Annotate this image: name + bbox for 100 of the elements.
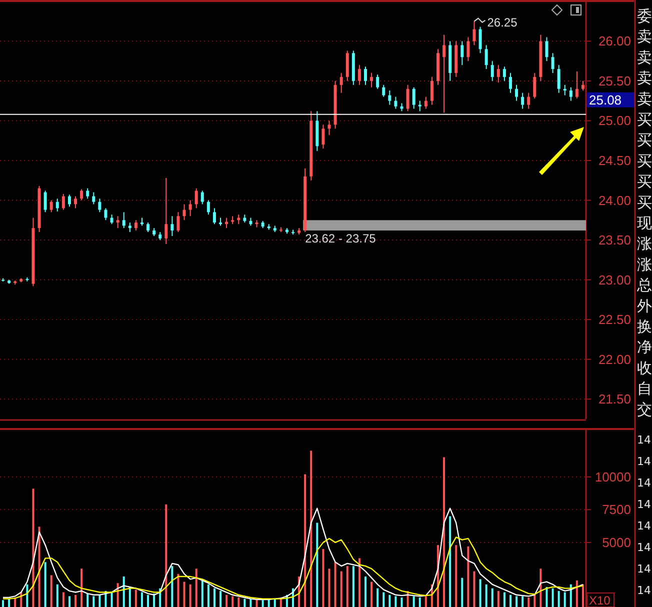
bar [352,566,354,607]
text: 换 [637,318,652,336]
ref-line-label: 25.08 [589,92,622,108]
text: 卖 [637,48,652,66]
bar [455,545,458,607]
bar [44,562,46,607]
text: 现 [637,214,652,232]
bar [110,592,113,607]
bar [461,578,464,607]
text: 委 [637,7,652,25]
y-tick-label: 22.50 [598,312,631,328]
bar [171,566,174,607]
bar [8,598,10,607]
bar [346,566,348,607]
bar [50,575,52,607]
text: 收 [637,358,652,377]
text: 14 [637,434,651,446]
text: 涨 [637,255,652,274]
y-tick-label: 24.50 [598,152,631,168]
bar [516,596,518,607]
text: 自 [637,380,652,398]
bar [582,584,584,607]
bar [382,592,385,607]
bar [316,522,318,607]
bar [220,590,222,607]
bar [189,584,192,607]
text: 涨 [637,234,652,253]
bar [576,580,578,607]
bar [238,598,240,607]
bar [62,592,64,607]
text: 卖 [637,28,652,46]
bar [485,584,488,607]
y-tick-label: 23.00 [598,272,631,288]
text: 交 [637,400,652,418]
bar [322,549,324,607]
bar [177,574,180,607]
text: 买 [637,110,652,128]
bar [98,594,101,607]
y-tick-label: 21.50 [598,392,631,407]
bar [424,596,427,607]
bar [310,450,312,607]
text: 14 [637,476,651,490]
bar [334,562,336,607]
text: 14 [637,498,651,511]
text: 买 [637,131,652,150]
bar [122,576,125,607]
bar [503,592,506,607]
bar [201,579,204,607]
text: 总 [636,276,652,294]
y-tick-label: 25.00 [598,113,631,128]
bar [128,587,131,607]
bar [226,594,228,607]
bar [340,571,342,607]
bar [232,596,234,607]
bar [147,594,150,607]
bar [38,526,40,607]
bar [68,596,70,607]
bar [244,598,246,607]
bar [370,582,373,607]
annotation: 26.25 [487,15,518,30]
y-tick-label: 5000 [602,534,631,550]
bar [165,504,168,607]
bar [564,592,566,607]
bar [418,598,421,607]
bar [449,516,452,607]
bar [274,598,276,607]
bar [388,594,391,607]
text: 买 [637,193,652,212]
bar [358,558,360,607]
bar [473,571,476,607]
bar [479,579,482,607]
y-tick-label: 25.50 [598,73,631,88]
band-label: 23.62 - 23.75 [305,231,376,246]
text: 卖 [637,69,652,88]
text: 买 [637,172,652,191]
bar [140,592,143,607]
bar [92,596,95,607]
bar [443,457,446,607]
bar [400,598,403,607]
bar [207,584,210,607]
bar [467,546,470,607]
text: 外 [637,296,652,315]
bar [250,598,252,607]
y-tick-label: 10000 [594,469,631,484]
bar [86,594,89,607]
bar [195,568,198,607]
bar [364,576,366,607]
bar [376,588,379,607]
text: 净 [637,338,652,356]
y-tick-label: 23.50 [598,232,631,248]
bar [56,584,58,607]
text: X10 [589,594,611,607]
y-tick-label: 7500 [602,502,631,518]
bar [183,582,186,607]
bar [491,588,494,607]
bar [497,590,500,607]
bar [528,598,530,607]
text: 买 [637,152,652,170]
y-tick-label: 22.00 [598,352,631,367]
bar [134,590,137,607]
